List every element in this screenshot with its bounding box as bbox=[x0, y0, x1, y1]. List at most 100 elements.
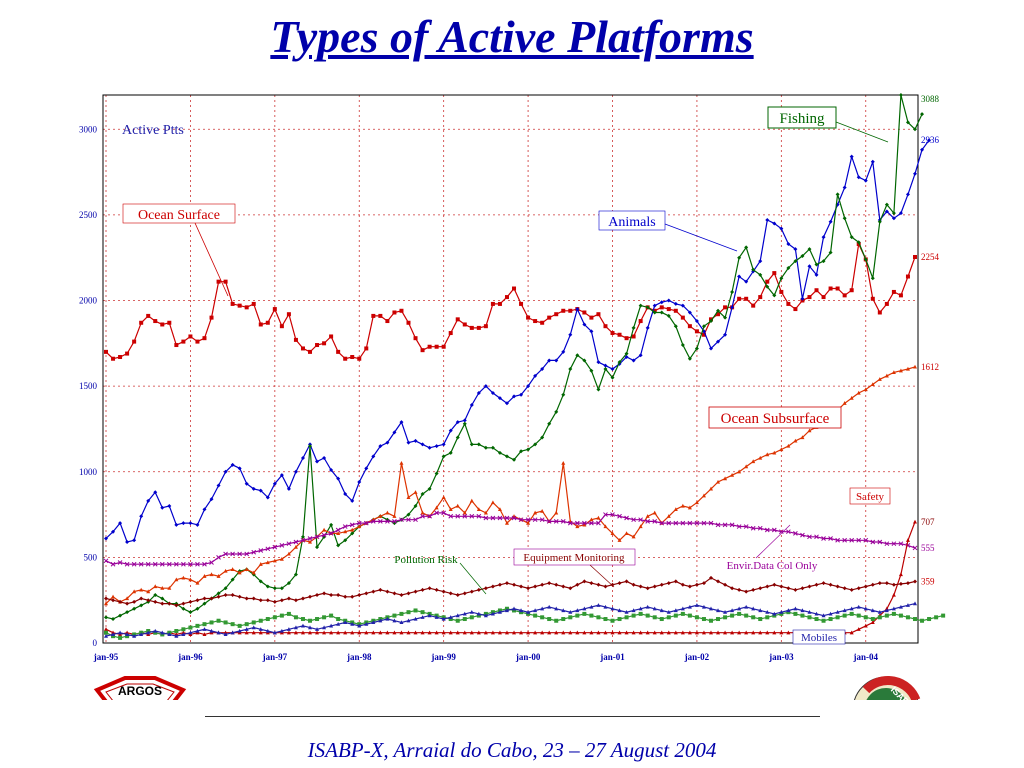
data-point bbox=[905, 366, 910, 371]
data-point bbox=[842, 613, 847, 618]
data-point bbox=[758, 259, 763, 264]
data-point bbox=[237, 466, 242, 471]
data-point bbox=[800, 532, 805, 538]
data-point bbox=[540, 630, 545, 635]
data-point bbox=[913, 617, 917, 622]
data-point bbox=[315, 593, 320, 598]
data-point bbox=[898, 581, 903, 586]
data-point bbox=[160, 596, 165, 601]
data-point bbox=[462, 510, 467, 515]
data-point bbox=[420, 348, 425, 353]
data-point bbox=[469, 513, 475, 519]
data-point bbox=[913, 579, 917, 584]
data-point bbox=[631, 334, 636, 339]
data-point bbox=[561, 584, 566, 589]
callout-equipment-monitoring: Equipment Monitoring bbox=[513, 548, 636, 588]
data-point bbox=[181, 601, 186, 606]
data-point bbox=[258, 322, 263, 327]
data-point bbox=[392, 519, 397, 524]
data-point bbox=[779, 609, 784, 614]
data-point bbox=[300, 596, 305, 601]
data-point bbox=[737, 630, 742, 635]
data-point bbox=[596, 312, 601, 317]
data-point bbox=[589, 520, 594, 526]
data-point bbox=[125, 601, 130, 606]
data-point bbox=[293, 598, 298, 603]
data-point bbox=[441, 589, 446, 594]
data-point bbox=[758, 617, 763, 622]
data-point bbox=[244, 627, 249, 631]
data-point bbox=[687, 310, 692, 315]
data-point bbox=[357, 623, 362, 628]
data-point bbox=[441, 442, 446, 447]
data-point bbox=[779, 226, 784, 231]
data-point bbox=[427, 513, 432, 519]
data-point bbox=[125, 610, 130, 615]
data-point bbox=[737, 611, 742, 616]
data-point bbox=[652, 630, 657, 635]
data-point bbox=[540, 606, 545, 611]
data-point bbox=[856, 240, 861, 245]
data-point bbox=[406, 495, 411, 500]
data-point bbox=[146, 589, 151, 594]
data-point bbox=[603, 584, 608, 589]
data-point bbox=[666, 609, 671, 614]
data-point bbox=[737, 255, 742, 260]
data-point bbox=[146, 313, 151, 318]
data-point bbox=[413, 490, 418, 494]
data-point bbox=[363, 520, 369, 526]
data-point bbox=[131, 561, 137, 567]
data-point bbox=[793, 606, 798, 611]
data-point bbox=[617, 617, 622, 622]
data-point bbox=[610, 512, 615, 517]
data-point bbox=[694, 630, 699, 635]
data-point bbox=[483, 515, 489, 521]
data-point bbox=[441, 344, 446, 349]
data-point bbox=[286, 630, 291, 635]
data-point bbox=[448, 428, 453, 433]
data-point bbox=[716, 479, 721, 484]
data-point bbox=[406, 630, 411, 635]
data-point bbox=[448, 331, 453, 336]
data-point bbox=[800, 296, 805, 301]
data-point bbox=[118, 630, 123, 635]
data-point bbox=[286, 486, 291, 491]
data-point bbox=[251, 625, 256, 630]
data-point bbox=[652, 615, 657, 620]
data-point bbox=[223, 568, 228, 573]
data-point bbox=[891, 582, 896, 587]
data-point bbox=[258, 618, 263, 623]
data-point bbox=[582, 579, 587, 584]
data-point bbox=[596, 603, 601, 607]
data-point bbox=[307, 536, 313, 541]
data-point bbox=[476, 613, 481, 618]
data-point bbox=[891, 592, 896, 597]
data-point bbox=[673, 630, 678, 635]
data-point bbox=[469, 609, 474, 614]
data-point bbox=[793, 307, 798, 312]
data-point bbox=[160, 601, 165, 606]
data-point bbox=[223, 279, 228, 284]
data-point bbox=[596, 630, 601, 635]
data-point bbox=[329, 623, 334, 628]
data-point bbox=[645, 586, 650, 591]
data-point bbox=[104, 536, 108, 541]
data-point bbox=[631, 630, 636, 635]
data-point bbox=[659, 630, 664, 635]
data-point bbox=[772, 613, 777, 618]
data-point bbox=[216, 279, 221, 284]
data-point bbox=[863, 584, 868, 589]
data-point bbox=[905, 192, 910, 197]
data-point bbox=[758, 455, 763, 460]
data-point bbox=[322, 456, 327, 461]
data-point bbox=[258, 627, 263, 631]
series-line bbox=[105, 139, 930, 543]
data-point bbox=[469, 589, 474, 594]
data-point bbox=[863, 623, 868, 628]
data-point bbox=[265, 628, 270, 633]
data-point bbox=[202, 622, 207, 627]
data-point bbox=[223, 586, 228, 591]
data-point bbox=[504, 520, 509, 525]
data-point bbox=[315, 459, 320, 464]
data-point bbox=[546, 519, 552, 524]
